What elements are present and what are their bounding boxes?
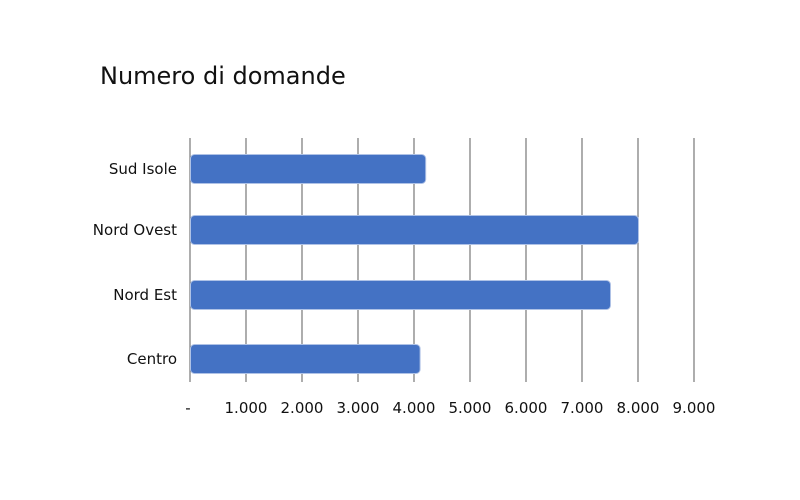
bar <box>190 344 421 374</box>
category-label: Sud Isole <box>109 160 177 178</box>
x-tick-label: - <box>185 399 190 417</box>
x-tick-label: 6.000 <box>505 399 548 417</box>
category-label: Nord Ovest <box>93 221 177 239</box>
bar <box>190 280 611 310</box>
bar <box>190 215 639 245</box>
category-labels: Sud Isole Nord Ovest Nord Est Centro <box>93 160 177 368</box>
x-tick-label: 1.000 <box>225 399 268 417</box>
bars <box>190 154 639 374</box>
category-label: Centro <box>127 350 177 368</box>
x-tick-label: 9.000 <box>673 399 716 417</box>
chart-title: Numero di domande <box>100 62 346 90</box>
x-tick-label: 4.000 <box>393 399 436 417</box>
x-tick-label: 2.000 <box>281 399 324 417</box>
x-tick-label: 3.000 <box>337 399 380 417</box>
x-tick-label: 5.000 <box>449 399 492 417</box>
x-tick-labels: - 1.000 2.000 3.000 4.000 5.000 6.000 7.000 8.00… <box>185 399 715 417</box>
x-tick-label: 7.000 <box>561 399 604 417</box>
x-tick-label: 8.000 <box>617 399 660 417</box>
category-label: Nord Est <box>113 286 177 304</box>
bar <box>190 154 427 184</box>
